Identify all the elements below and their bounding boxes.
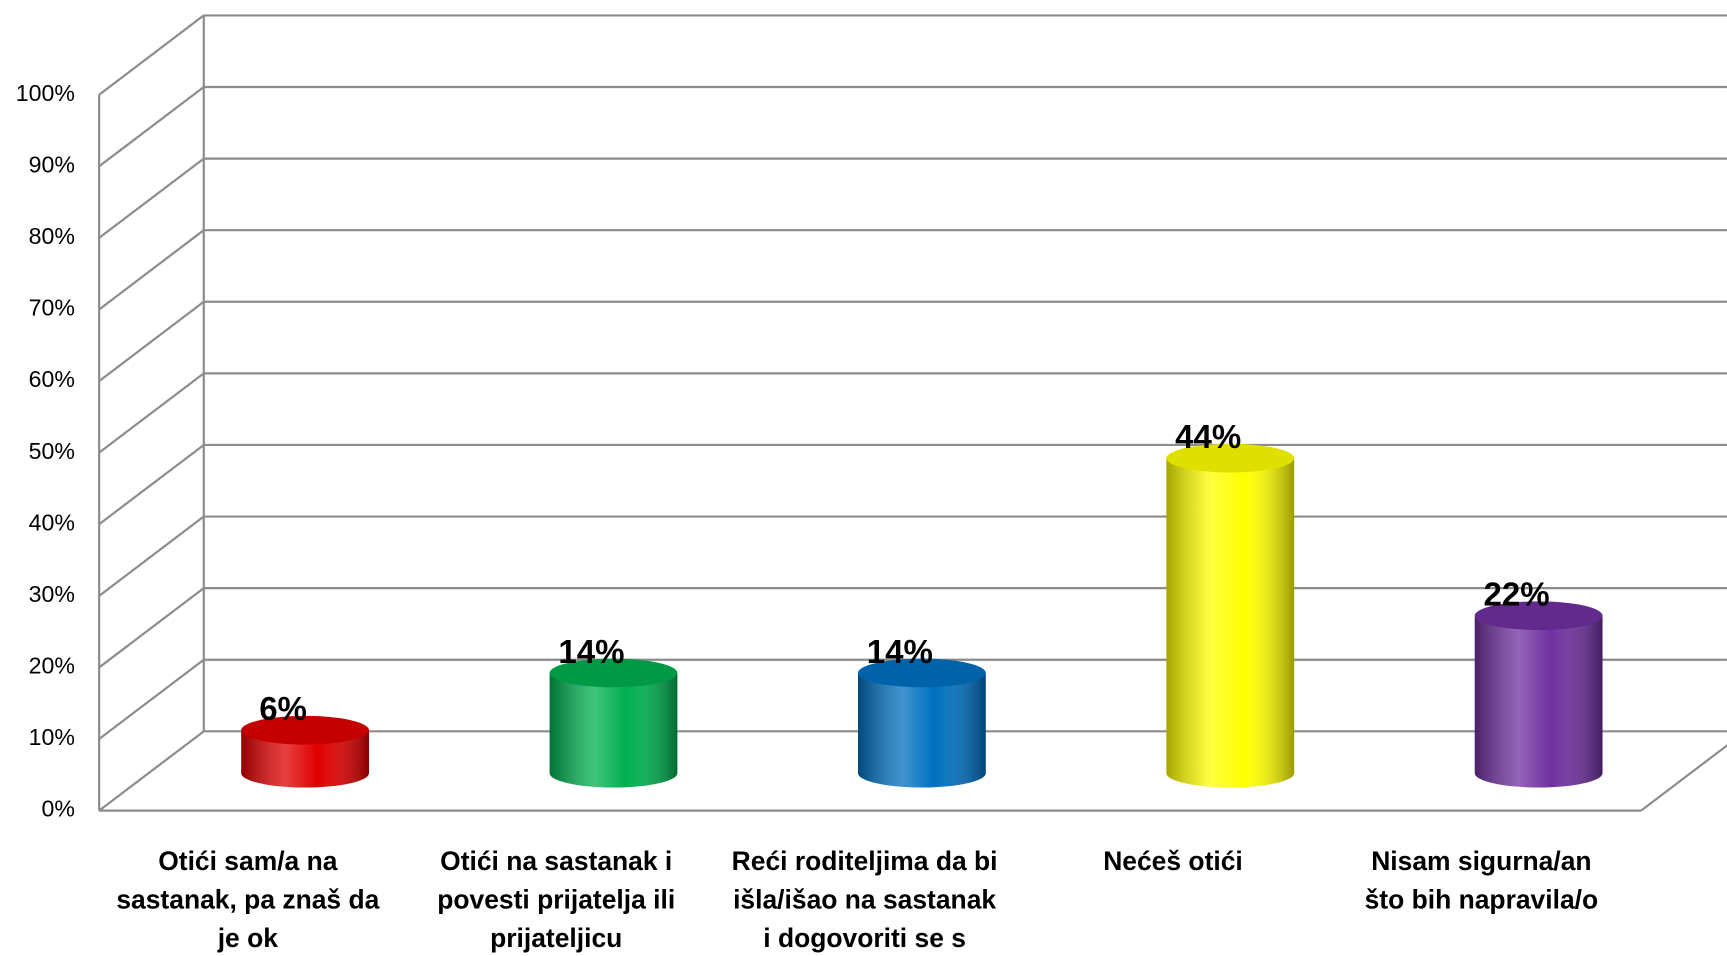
x-tick-label-box: Reći roditeljima da bi išla/išao na sast…	[731, 846, 998, 954]
grid-line-side	[98, 14, 205, 96]
value-label: 14%	[867, 634, 933, 671]
bar-top-shade	[1166, 443, 1295, 473]
value-label: 14%	[558, 634, 624, 671]
bar-top	[549, 658, 678, 688]
bar-top	[1474, 601, 1603, 630]
grid-line-side	[98, 300, 205, 382]
y-tick-label: 60%	[29, 366, 75, 392]
y-tick-label: 90%	[29, 151, 75, 177]
value-label: 44%	[1175, 419, 1241, 456]
grid-line-side	[98, 587, 205, 669]
bar-shade	[241, 730, 369, 788]
bar-shade	[549, 672, 678, 788]
floor-right	[1640, 744, 1727, 812]
x-tick-label-box: Nećeš otići	[1103, 846, 1243, 877]
x-tick-label: Otići na sastanak i povesti prijatelja i…	[437, 846, 676, 954]
grid-line-side	[98, 515, 205, 597]
bar-top-shade	[857, 658, 986, 688]
bar	[857, 658, 986, 788]
bar	[549, 658, 678, 788]
x-tick-label: Nisam sigurna/an što bih napravila/o	[1364, 846, 1599, 916]
bar-shade	[857, 672, 986, 788]
x-tick-label: Reći roditeljima da bi išla/išao na sast…	[731, 846, 998, 954]
bar-top	[241, 715, 369, 745]
bar	[241, 715, 369, 788]
y-tick-label: 70%	[29, 295, 75, 321]
grid-line-side	[98, 86, 205, 168]
bar-top-shade	[241, 715, 369, 745]
value-label: 6%	[259, 691, 307, 728]
x-tick-label-box: Otići na sastanak i povesti prijatelja i…	[437, 846, 676, 954]
value-label: 22%	[1484, 577, 1550, 614]
y-tick-label: 20%	[29, 653, 75, 679]
grid-line-side	[98, 229, 205, 311]
bar-shade	[1474, 615, 1603, 788]
x-tick-label: Otići sam/a na sastanak, pa znaš da je o…	[116, 846, 380, 954]
y-tick-label: 100%	[16, 80, 75, 106]
grid-line-side	[98, 157, 205, 239]
y-tick-label: 40%	[29, 509, 75, 535]
bar-top-shade	[549, 658, 678, 688]
bar-shade	[1166, 458, 1295, 788]
x-tick-label-box: Otići sam/a na sastanak, pa znaš da je o…	[116, 846, 380, 954]
bar-top	[857, 658, 986, 688]
bar	[1474, 601, 1603, 788]
grid-line-side	[98, 444, 205, 526]
grid-line-side	[98, 730, 205, 812]
grid-line-side	[98, 372, 205, 454]
y-tick-label: 80%	[29, 223, 75, 249]
y-tick-label: 10%	[29, 724, 75, 750]
bar-top	[1166, 443, 1295, 473]
y-tick-label: 0%	[42, 796, 75, 822]
grid-line-side	[98, 658, 205, 740]
x-tick-label-box: Nisam sigurna/an što bih napravila/o	[1364, 846, 1599, 916]
x-tick-label: Nećeš otići	[1103, 846, 1243, 877]
bar	[1166, 443, 1295, 788]
y-tick-label: 50%	[29, 438, 75, 464]
bar-top-shade	[1474, 601, 1603, 630]
y-tick-label: 30%	[29, 581, 75, 607]
